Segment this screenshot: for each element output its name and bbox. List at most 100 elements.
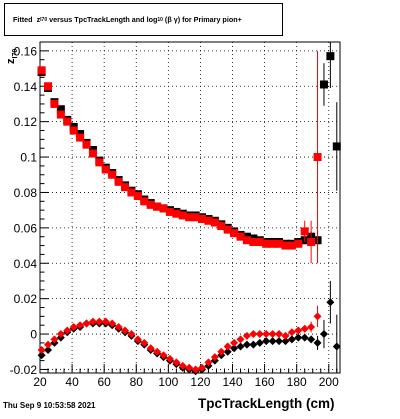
series-1-point-19	[159, 204, 168, 213]
title-prefix: Fitted	[13, 15, 33, 24]
series-1-point-6	[76, 133, 85, 142]
series-1-point-35	[262, 239, 271, 248]
series-3-point-11	[108, 319, 117, 328]
footer-date: Thu Sep 9 10:53:58 2021	[3, 401, 96, 410]
series-3-point-0	[37, 345, 46, 354]
series-3-point-41	[300, 324, 309, 333]
series-1-point-4	[63, 117, 72, 126]
series-1-point-2	[50, 99, 59, 108]
series-3-point-25	[198, 363, 207, 372]
series-3-point-29	[223, 342, 232, 351]
series-1-point-12	[114, 177, 123, 186]
series-3-point-18	[153, 347, 162, 356]
series-3-point-10	[101, 317, 110, 326]
y-tick-label-8: 0.14	[14, 80, 38, 94]
y-axis-label-main: z	[5, 58, 17, 65]
series-3-point-34	[255, 330, 264, 339]
series-1-point-37	[275, 239, 284, 248]
series-2-point-40	[294, 333, 303, 342]
y-tick-label-4: 0.06	[14, 221, 38, 235]
series-1-point-41	[300, 227, 309, 236]
series-3-point-3	[56, 330, 65, 339]
series-1-point-22	[178, 211, 187, 220]
series-0-point-3	[56, 105, 65, 114]
x-tick-label-6: 140	[222, 375, 242, 389]
series-1-point-17	[146, 200, 155, 209]
title-log-sub: 10	[157, 16, 163, 23]
series-1-point-27	[210, 218, 219, 227]
plot-frame	[39, 41, 341, 374]
series-3-point-6	[76, 321, 85, 330]
series-1-point-1	[44, 82, 53, 91]
series-3-point-13	[121, 326, 130, 335]
title-suffix: (β γ) for Primary pion+	[164, 15, 242, 24]
x-tick-label-3: 80	[130, 375, 144, 389]
series-3-point-21	[172, 358, 181, 367]
series-1-point-26	[204, 216, 213, 225]
series-1-point-7	[82, 140, 91, 149]
series-3-point-35	[262, 330, 271, 339]
series-2-point-34	[255, 338, 264, 347]
x-axis-label: TpcTrackLength (cm)	[198, 396, 335, 411]
series-0-point-46	[332, 142, 341, 151]
series-1-point-34	[255, 238, 264, 247]
series-3-point-12	[114, 322, 123, 331]
title-z: z	[36, 15, 41, 24]
series-2-point-45	[326, 298, 335, 307]
series-2-point-33	[249, 340, 258, 349]
series-1-point-0	[37, 66, 46, 75]
series-3-point-31	[236, 335, 245, 344]
series-3-point-28	[217, 347, 226, 356]
series-3-point-19	[159, 351, 168, 360]
y-tick-label-7: 0.12	[14, 115, 38, 129]
series-1-point-10	[101, 165, 110, 174]
series-3-point-22	[178, 361, 187, 370]
x-tick-label-8: 180	[287, 375, 307, 389]
series-3-point-17	[146, 344, 155, 353]
title-z-sub: I70	[40, 16, 48, 23]
series-3-point-43	[313, 312, 322, 321]
series-3-point-30	[230, 338, 239, 347]
plot-title-box: Fitted z I70 versus TpcTrackLength and lo…	[4, 3, 283, 36]
series-1-point-21	[172, 209, 181, 218]
y-tick-label-6: 0.1	[20, 151, 37, 165]
series-3-point-32	[242, 331, 251, 340]
series-1-point-11	[108, 170, 117, 179]
series-1-point-23	[185, 213, 194, 222]
series-1-point-38	[281, 241, 290, 250]
series-3-point-15	[133, 335, 142, 344]
series-1-point-13	[121, 183, 130, 192]
series-3-point-38	[281, 331, 290, 340]
series-2-point-38	[281, 337, 290, 346]
series-1-point-33	[249, 238, 258, 247]
y-tick-label-2: 0.02	[14, 292, 38, 306]
series-2-point-42	[307, 335, 316, 344]
x-tick-label-5: 120	[190, 375, 210, 389]
series-2-point-1	[44, 345, 53, 354]
series-3-point-26	[204, 358, 213, 367]
series-1-point-16	[140, 197, 149, 206]
series-3-point-20	[165, 354, 174, 363]
series-3-point-2	[50, 335, 59, 344]
series-1-point-18	[153, 202, 162, 211]
series-1-point-24	[191, 213, 200, 222]
series-1-point-36	[268, 239, 277, 248]
series-3-point-42	[307, 322, 316, 331]
series-3-point-39	[287, 328, 296, 337]
series-2-point-32	[242, 340, 251, 349]
series-2-point-29	[223, 347, 232, 356]
series-1-point-15	[133, 191, 142, 200]
series-3-point-27	[210, 353, 219, 362]
series-3-point-40	[294, 326, 303, 335]
series-2-point-0	[37, 351, 46, 360]
series-3-point-7	[82, 319, 91, 328]
series-0-point-44	[319, 80, 328, 89]
y-tick-label-1: 0	[30, 328, 37, 342]
series-2-point-37	[275, 337, 284, 346]
series-2-point-46	[332, 342, 341, 351]
series-2-point-35	[262, 337, 271, 346]
y-axis-label: zI70	[5, 49, 19, 64]
series-1-point-5	[69, 126, 78, 135]
